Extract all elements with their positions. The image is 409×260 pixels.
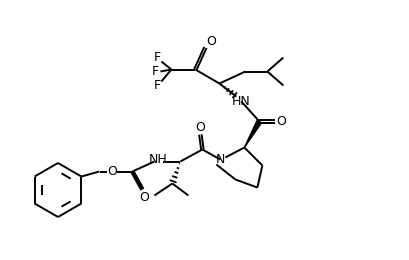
Text: O: O [195,121,205,134]
Text: O: O [276,115,285,128]
Text: HN: HN [231,95,250,108]
Text: F: F [151,65,159,78]
Text: N: N [215,153,225,166]
Text: O: O [139,191,149,204]
Polygon shape [244,120,261,147]
Text: O: O [107,165,117,178]
Text: O: O [206,35,216,48]
Text: F: F [153,51,161,64]
Text: F: F [153,79,161,92]
Text: NH: NH [148,153,167,166]
